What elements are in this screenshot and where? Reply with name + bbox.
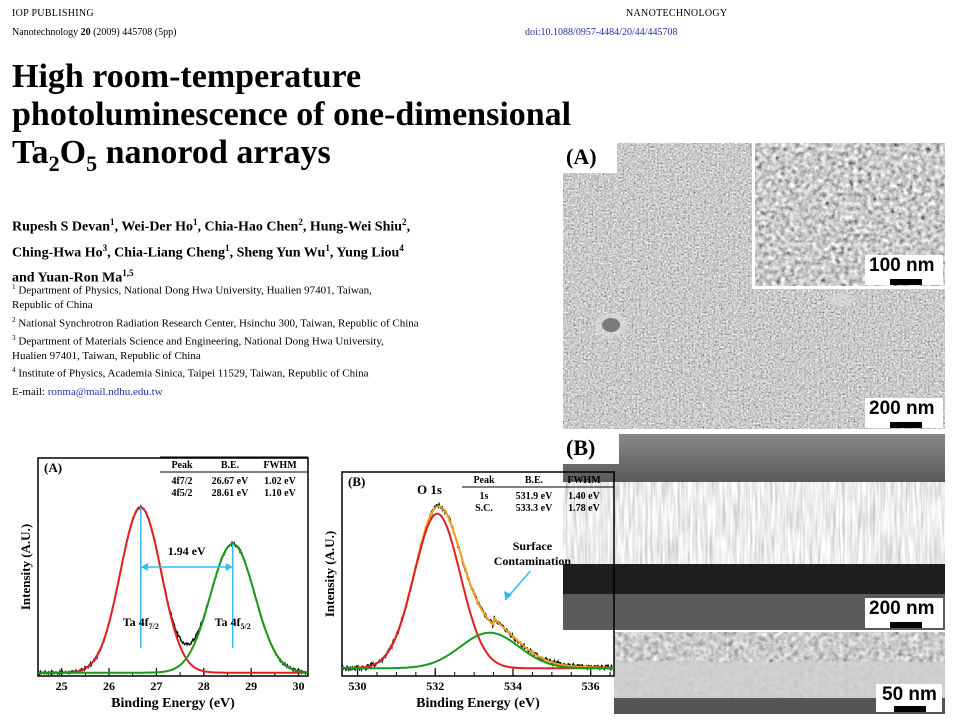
x-tick-label: 534 bbox=[504, 679, 522, 693]
citation-line: Nanotechnology 20 (2009) 445708 (5pp) bbox=[12, 27, 176, 38]
peak2-label: Ta 4f5/2 bbox=[215, 615, 251, 631]
email-label: E-mail: bbox=[12, 386, 45, 398]
table-header: FWHM bbox=[263, 460, 297, 471]
plot-frame bbox=[37, 457, 309, 677]
splitting-label: 1.94 eV bbox=[168, 544, 206, 558]
splitting-arrowhead-left bbox=[140, 563, 148, 571]
table-cell: 4f5/2 bbox=[171, 488, 192, 499]
table-cell: 533.3 eV bbox=[516, 503, 553, 514]
xps-chart-ta4f: 25 26 27 28 29 30 Binding Energy (eV) Intensity… bbox=[12, 454, 312, 714]
publisher-header: IOP PUBLISHING bbox=[12, 8, 94, 19]
fit-line-1 bbox=[38, 506, 308, 674]
y-axis-label: Intensity (A.U.) bbox=[18, 524, 33, 610]
title-line-2: photoluminescence of one-dimensional bbox=[12, 96, 572, 133]
panel-label: (A) bbox=[44, 460, 62, 475]
raw-data-line bbox=[341, 501, 615, 673]
title-line-3: Ta2O5 nanorod arrays bbox=[12, 134, 331, 176]
citation-volume: 20 bbox=[80, 27, 91, 38]
author-list: Rupesh S Devan1, Wei-Der Ho1, Chia-Hao C… bbox=[12, 217, 411, 286]
sem-panel-c-scale-label: 50 nm bbox=[882, 684, 937, 705]
sem-image-cross-section: (B) 200 nm bbox=[563, 434, 945, 630]
sem-inset-scale-label: 100 nm bbox=[869, 255, 935, 276]
envelope-fit-line bbox=[342, 505, 614, 670]
raw-data-line bbox=[37, 504, 309, 676]
x-tick-label: 536 bbox=[582, 679, 600, 693]
sem-image-top-view: (A) 100 nm 200 nm bbox=[563, 143, 945, 429]
x-tick-label: 26 bbox=[103, 679, 115, 693]
table-cell: S.C. bbox=[475, 503, 493, 514]
sem-panel-b-label: (B) bbox=[566, 435, 596, 460]
peak1-label: Ta 4f7/2 bbox=[123, 615, 159, 631]
contamination-arrowhead bbox=[504, 591, 513, 600]
table-header: FWHM bbox=[567, 475, 601, 486]
table-header: Peak bbox=[171, 460, 193, 471]
x-tick-label: 532 bbox=[426, 679, 444, 693]
affiliations: 1 Department of Physics, National Dong H… bbox=[12, 280, 532, 382]
table-cell: 4f7/2 bbox=[171, 476, 192, 487]
affiliation-2: 2 National Synchrotron Radiation Researc… bbox=[12, 315, 419, 330]
contamination-label-line2: Contamination bbox=[494, 554, 572, 568]
contamination-label-line1: Surface bbox=[513, 539, 553, 553]
table-cell: 1.78 eV bbox=[568, 503, 600, 514]
journal-header: NANOTECHNOLOGY bbox=[626, 8, 728, 19]
sem-panel-a-label: (A) bbox=[566, 144, 597, 169]
table-cell: 26.67 eV bbox=[212, 476, 249, 487]
chart-title: O 1s bbox=[417, 482, 442, 497]
table-header: B.E. bbox=[221, 460, 240, 471]
fit-line-2 bbox=[38, 542, 309, 674]
table-cell: 531.9 eV bbox=[516, 491, 553, 502]
affiliation-1: 1 Department of Physics, National Dong H… bbox=[12, 283, 372, 312]
table-cell: 1s bbox=[480, 491, 489, 502]
doi-link[interactable]: doi:10.1088/0957-4484/20/44/445708 bbox=[525, 27, 678, 38]
title-line-1: High room-temperature bbox=[12, 58, 362, 95]
fit-line-1 bbox=[342, 512, 614, 670]
table-header: Peak bbox=[473, 475, 495, 486]
affiliation-4: 4 Institute of Physics, Academia Sinica,… bbox=[12, 366, 369, 381]
x-tick-label: 29 bbox=[245, 679, 257, 693]
sem-panel-b-scale-label: 200 nm bbox=[869, 598, 935, 619]
y-axis-label: Intensity (A.U.) bbox=[322, 531, 337, 617]
x-tick-label: 28 bbox=[198, 679, 210, 693]
x-axis-label: Binding Energy (eV) bbox=[416, 696, 540, 711]
x-tick-label: 30 bbox=[293, 679, 305, 693]
table-header: B.E. bbox=[525, 475, 544, 486]
citation-rest: (2009) 445708 (5pp) bbox=[93, 27, 177, 38]
splitting-arrowhead-right bbox=[225, 563, 233, 571]
x-tick-label: 27 bbox=[150, 679, 162, 693]
xps-chart-o1s: 530 532 534 536 Binding Energy (eV) Intensity… bbox=[316, 468, 618, 714]
x-axis-label: Binding Energy (eV) bbox=[111, 696, 235, 711]
citation-journal: Nanotechnology bbox=[12, 27, 79, 38]
sem-image-high-magnification: 50 nm bbox=[614, 632, 945, 714]
table-cell: 1.02 eV bbox=[264, 476, 296, 487]
table-cell: 1.40 eV bbox=[568, 491, 600, 502]
email-link[interactable]: ronma@mail.ndhu.edu.tw bbox=[47, 386, 163, 398]
table-cell: 28.61 eV bbox=[212, 488, 249, 499]
panel-label: (B) bbox=[348, 474, 365, 489]
sem-panel-a-scale-label: 200 nm bbox=[869, 398, 935, 419]
table-cell: 1.10 eV bbox=[264, 488, 296, 499]
x-tick-label: 530 bbox=[349, 679, 367, 693]
fit-line-2 bbox=[342, 631, 614, 670]
email-line: E-mail: ronma@mail.ndhu.edu.tw bbox=[12, 386, 163, 398]
affiliation-3: 3 Department of Materials Science and En… bbox=[12, 333, 384, 362]
paper-title: High room-temperature photoluminescence … bbox=[12, 58, 652, 183]
x-tick-label: 25 bbox=[56, 679, 68, 693]
